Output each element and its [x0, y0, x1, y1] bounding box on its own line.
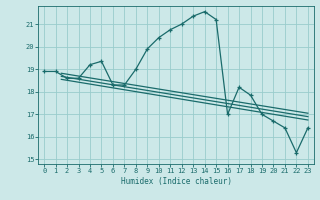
X-axis label: Humidex (Indice chaleur): Humidex (Indice chaleur) — [121, 177, 231, 186]
